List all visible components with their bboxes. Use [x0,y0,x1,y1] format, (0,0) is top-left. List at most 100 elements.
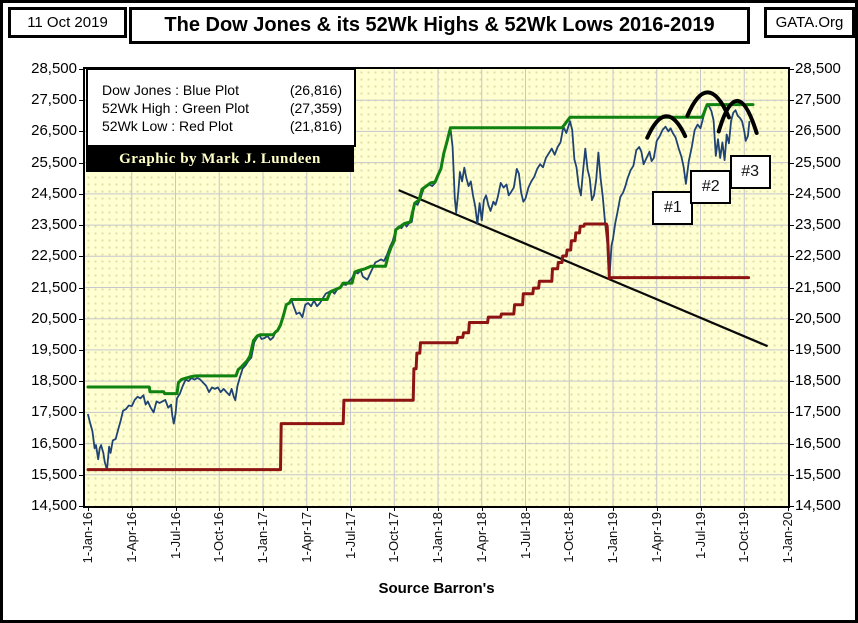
x-axis-label: 1-Oct-19 [736,512,752,563]
x-tick-mark [700,506,702,511]
legend-value-dow: (26,816) [289,81,342,98]
y-axis-label: 24,500 [795,184,841,202]
y-axis-label: 15,500 [795,465,841,483]
x-axis-label: 1-Apr-18 [473,512,489,563]
y-tick-mark [79,131,85,133]
y-tick-mark [79,225,85,227]
credit-text: Graphic by Mark J. Lundeen [119,151,321,167]
legend-row-high: 52Wk High : Green Plot (27,359) [102,100,342,116]
y-tick-mark [788,318,794,320]
legend-row-dow: Dow Jones : Blue Plot (26,816) [102,82,342,98]
legend-label-low: 52Wk Low : Red Plot [102,117,233,134]
x-tick-mark [438,506,439,511]
y-tick-mark [788,287,794,289]
y-axis-label: 14,500 [795,497,841,514]
trendline [398,189,769,348]
series-52wk-high [86,103,755,396]
y-axis-label: 26,500 [31,122,77,140]
y-axis-label: 18,500 [795,372,841,390]
x-axis-label: 1-Jan-19 [605,512,620,564]
y-tick-mark [79,162,85,164]
x-tick-mark [613,506,614,511]
x-axis-label: 1-Jul-18 [517,512,533,559]
y-axis-label: 21,500 [795,278,841,296]
x-tick-mark [175,506,177,511]
date-box: 11 Oct 2019 [8,7,127,38]
y-tick-mark [788,474,794,476]
annotation-box-2: #2 [690,170,732,204]
y-axis-label: 20,500 [795,309,841,327]
x-tick-mark [744,506,746,511]
y-tick-mark [788,412,794,414]
y-tick-mark [79,506,85,507]
legend-row-low: 52Wk Low : Red Plot (21,816) [102,118,342,134]
y-axis-label: 25,500 [31,153,77,171]
y-tick-mark [788,100,794,102]
y-axis-label: 17,500 [31,403,77,421]
legend-label-high: 52Wk High : Green Plot [102,99,250,116]
y-axis-label: 16,500 [31,434,77,452]
legend-value-low: (21,816) [289,117,342,134]
x-axis-label: 1-Jan-18 [430,512,445,564]
x-axis-label: 1-Apr-16 [123,512,139,563]
x-tick-mark [263,506,264,511]
y-tick-mark [79,349,85,351]
y-axis-label: 14,500 [31,497,77,514]
y-axis-label: 27,500 [795,91,841,109]
x-tick-mark [481,506,483,511]
x-axis-label: 1-Jan-16 [80,512,95,564]
y-axis-label: 19,500 [31,340,77,358]
x-tick-mark [306,506,308,511]
y-axis-label: 19,500 [795,340,841,358]
y-tick-mark [79,193,85,195]
y-axis-label: 22,500 [795,247,841,265]
x-axis-label: 1-Oct-17 [386,512,402,563]
y-tick-mark [788,256,794,258]
y-axis-label: 25,500 [795,153,841,171]
y-tick-mark [79,256,85,258]
y-tick-mark [788,349,794,351]
y-tick-mark [79,412,85,414]
x-tick-mark [88,506,89,511]
y-axis-label: 21,500 [31,278,77,296]
y-tick-mark [79,100,85,102]
y-axis-label: 27,500 [31,91,77,109]
x-tick-mark [569,506,571,511]
y-tick-mark [788,193,794,195]
annotation-box-1: #1 [652,191,694,226]
gata-org-text: GATA.Org [775,14,844,31]
x-tick-mark [656,506,658,511]
y-tick-mark [79,443,85,445]
peak-arc-3 [716,98,759,135]
y-tick-mark [788,162,794,164]
source-label: Source Barron's [83,580,790,597]
y-tick-mark [788,381,794,383]
y-tick-mark [79,69,85,70]
x-axis-label: 1-Jan-17 [255,512,270,564]
x-tick-mark [350,506,352,511]
y-tick-mark [79,474,85,476]
source-text: Source Barron's [378,580,495,597]
y-axis-label: 22,500 [31,247,77,265]
legend-box: Dow Jones : Blue Plot (26,816) 52Wk High… [86,68,356,147]
x-axis-label: 1-Jul-17 [342,512,358,559]
y-tick-mark [79,318,85,320]
x-tick-mark [131,506,133,511]
x-axis-label: 1-Jul-19 [692,512,708,559]
y-axis-label: 17,500 [795,403,841,421]
y-axis-label: 23,500 [795,216,841,234]
credit-banner: Graphic by Mark J. Lundeen [86,147,354,172]
page-title: The Dow Jones & its 52Wk Highs & 52Wk Lo… [164,14,715,36]
peak-arc-1 [645,114,688,140]
y-tick-mark [788,225,794,227]
y-axis-label: 15,500 [31,465,77,483]
y-axis-label: 28,500 [31,60,77,77]
y-tick-mark [788,506,794,507]
date-text: 11 Oct 2019 [27,14,108,31]
y-axis-label: 23,500 [31,216,77,234]
y-tick-mark [79,381,85,383]
plot-area: Dow Jones : Blue Plot (26,816) 52Wk High… [83,67,790,508]
x-tick-mark [525,506,527,511]
y-axis-label: 28,500 [795,60,841,77]
